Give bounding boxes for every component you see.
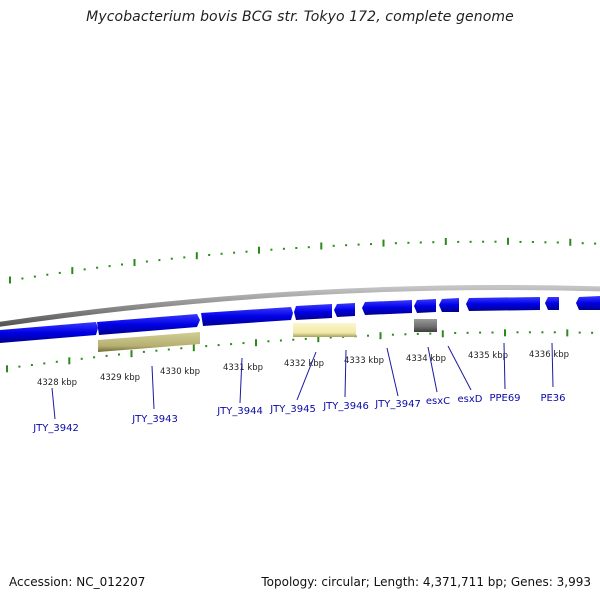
gene-labels: JTY_3942 JTY_3943 JTY_3944 JTY_3945 JTY_3946… [32,342,566,434]
ruler-label: 4330 kbp [160,367,200,377]
gene-label-jty-3946[interactable]: JTY_3946 [322,401,369,412]
ruler-label: 4333 kbp [344,356,384,366]
map-title: Mycobacterium bovis BCG str. Tokyo 172, … [86,9,514,25]
gene-leader-line [386,347,399,397]
gene-arrow-jty-3944[interactable] [201,307,293,326]
ruler-label: 4334 kbp [406,354,446,364]
gene-leader-line [551,342,554,388]
gene-arrow-pe36[interactable] [545,297,559,310]
gene-label-jty-3945[interactable]: JTY_3945 [269,404,316,415]
ruler-label: 4332 kbp [284,359,324,369]
gene-leader-line [503,342,506,390]
annotated-features [98,319,437,352]
gene-label-esxc[interactable]: esxC [426,396,450,407]
gene-label-pe36[interactable]: PE36 [540,393,565,404]
genome-summary-label: Topology: circular; Length: 4,371,711 bp… [261,575,591,589]
ruler-label: 4336 kbp [529,350,569,360]
gene-leader-line [151,365,155,410]
outer-tick-marks [9,237,597,284]
gene-leader-line [296,351,317,401]
gene-arrow-ppe69[interactable] [466,297,540,311]
ruler-label: 4335 kbp [468,351,508,361]
gene-arrow-next[interactable] [576,296,600,310]
gene-arrow-jty-3946[interactable] [334,303,355,317]
gene-leader-line [51,387,56,420]
gene-arrow-esxd[interactable] [439,298,459,312]
gene-leader-line [427,346,438,393]
forward-strand-genes [0,296,600,343]
gene-leader-line [447,345,472,391]
gene-label-ppe69[interactable]: PPE69 [489,393,520,404]
ruler-label: 4329 kbp [100,373,140,383]
ruler-label: 4328 kbp [37,378,77,388]
gene-label-jty-3943[interactable]: JTY_3943 [131,414,178,425]
gene-arrow-jty-3945[interactable] [294,304,332,320]
gene-leader-line [239,357,243,404]
gene-label-jty-3942[interactable]: JTY_3942 [32,423,79,434]
genome-backbone [0,285,600,327]
ruler-label: 4331 kbp [223,363,263,373]
gene-leader-line [344,349,347,398]
feature-block-yellow[interactable] [293,323,356,337]
gene-arrow-jty-3947[interactable] [362,300,412,315]
ruler-tick-labels: 4328 kbp 4329 kbp 4330 kbp 4331 kbp 4332 kbp… [37,350,569,388]
gene-arrow-esxc[interactable] [414,299,436,313]
accession-label: Accession: NC_012207 [9,575,146,589]
gene-label-esxd[interactable]: esxD [458,394,483,405]
feature-block-olive[interactable] [98,332,200,352]
gene-arrow-jty-3943[interactable] [97,314,200,335]
gene-label-jty-3947[interactable]: JTY_3947 [374,399,421,410]
gene-arrow-jty-3942[interactable] [0,322,98,343]
gene-label-jty-3944[interactable]: JTY_3944 [216,406,263,417]
feature-block-gray[interactable] [414,319,437,332]
